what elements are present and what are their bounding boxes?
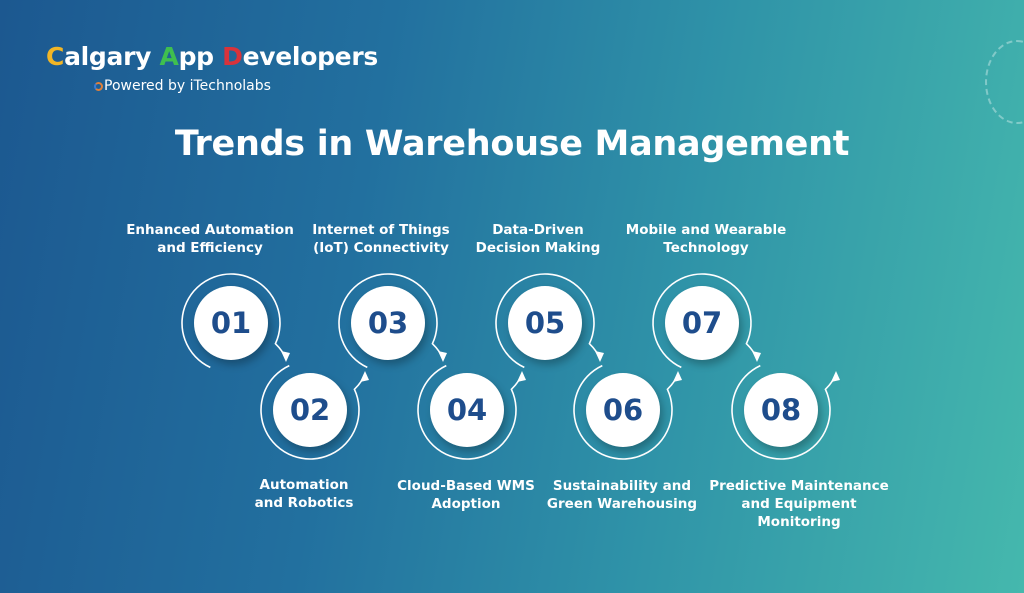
step-label: Data-Driven Decision Making <box>475 222 601 256</box>
step-label: Internet of Things (IoT) Connectivity <box>312 222 450 256</box>
step-ring-arrow <box>652 273 758 369</box>
step-ring-arrow <box>181 273 287 369</box>
step-ring-arrow <box>338 273 444 369</box>
logo-letter-c: C <box>46 42 65 71</box>
step-label: Cloud-Based WMS Adoption <box>397 478 535 512</box>
step-label: Mobile and Wearable Technology <box>625 222 787 256</box>
step-number-circle: 03 <box>351 286 425 360</box>
step-ring-arrow <box>731 364 837 460</box>
arrowhead-icon <box>281 351 290 362</box>
arrowhead-icon <box>517 371 526 382</box>
logo-text: algary <box>64 42 160 71</box>
arrowhead-icon <box>360 371 369 382</box>
logo-brand: Calgary App Developers <box>46 42 378 71</box>
step-label: Sustainability and Green Warehousing <box>546 478 698 512</box>
arrowhead-icon <box>831 371 840 382</box>
logo-text: pp <box>178 42 223 71</box>
step-number-circle: 01 <box>194 286 268 360</box>
arrowhead-icon <box>595 351 604 362</box>
step-number-circle: 04 <box>430 373 504 447</box>
arrowhead-icon <box>673 371 682 382</box>
step-ring-arrow <box>417 364 523 460</box>
logo-text: evelopers <box>242 42 379 71</box>
step-ring-arrow <box>573 364 679 460</box>
step-number-circle: 02 <box>273 373 347 447</box>
step-label: Automation and Robotics <box>254 477 354 511</box>
step-number-circle: 05 <box>508 286 582 360</box>
logo: Calgary App Developers Powered by iTechn… <box>46 42 378 94</box>
arrowhead-icon <box>752 351 761 362</box>
step-label: Predictive Maintenance and Equipment Mon… <box>709 478 889 530</box>
step-number-circle: 06 <box>586 373 660 447</box>
logo-letter-d: D <box>222 42 243 71</box>
arrowhead-icon <box>438 351 447 362</box>
step-ring-arrow <box>260 364 366 460</box>
logo-letter-a: A <box>159 42 179 71</box>
step-number-circle: 07 <box>665 286 739 360</box>
logo-powered-by: Powered by iTechnolabs <box>94 78 271 94</box>
powered-text: Powered by iTechnolabs <box>104 78 271 94</box>
itechnolabs-icon <box>94 82 103 91</box>
step-number-circle: 08 <box>744 373 818 447</box>
step-label: Enhanced Automation and Efficiency <box>126 222 294 256</box>
step-ring-arrow <box>495 273 601 369</box>
page-title: Trends in Warehouse Management <box>174 124 850 164</box>
